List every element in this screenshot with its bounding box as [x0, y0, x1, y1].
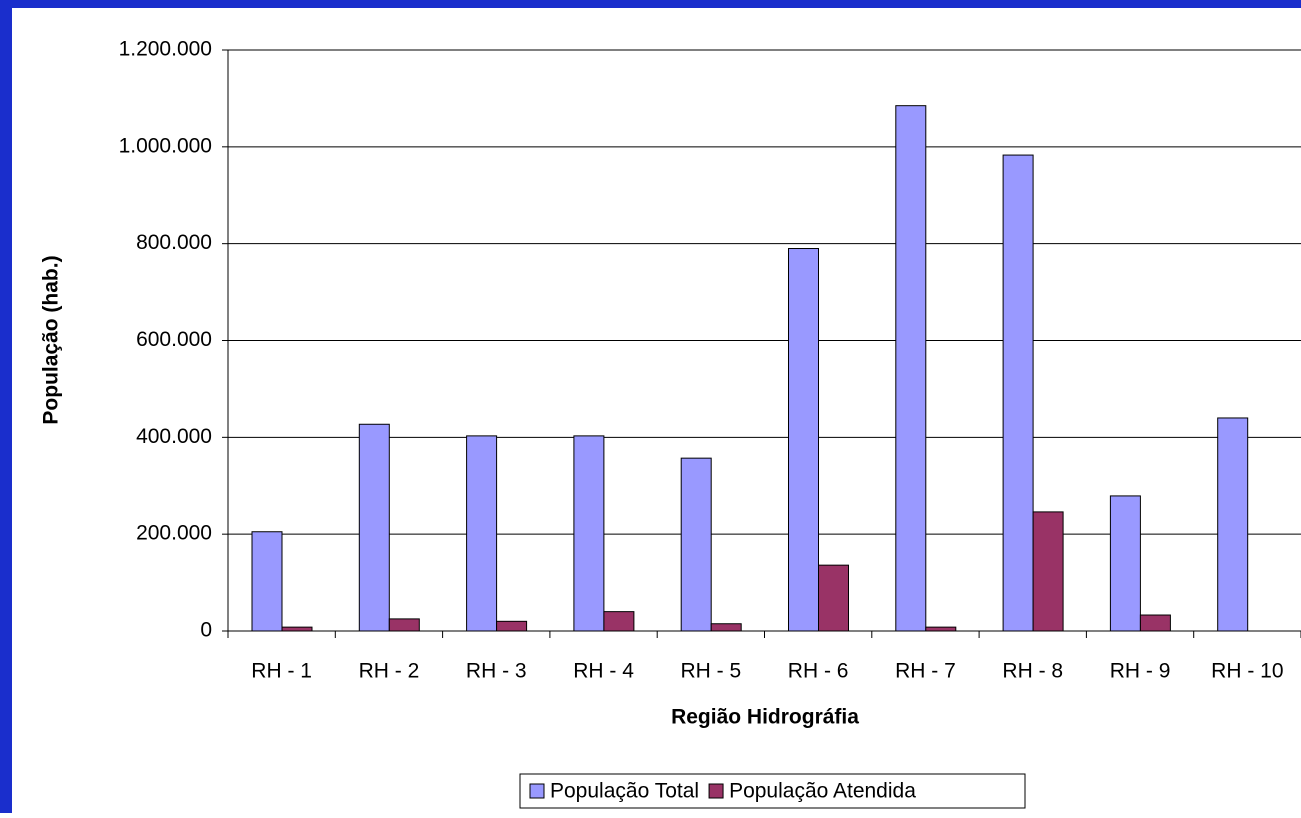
y-tick-label: 1.000.000 [119, 134, 212, 157]
y-tick-label: 200.000 [136, 522, 212, 545]
x-tick-label: RH - 8 [1002, 660, 1063, 683]
y-tick-label: 800.000 [136, 231, 212, 254]
legend-swatch [708, 783, 724, 799]
y-tick-label: 600.000 [136, 328, 212, 351]
legend-box [519, 773, 1026, 809]
bar [281, 626, 313, 632]
bar [680, 457, 712, 632]
legend-swatch [529, 783, 545, 799]
x-tick-label: RH - 2 [359, 660, 420, 683]
x-tick-label: RH - 9 [1110, 660, 1171, 683]
bar [573, 435, 605, 632]
bar [710, 623, 742, 632]
bar [895, 105, 927, 632]
y-tick-label: 0 [200, 619, 212, 642]
bar [1002, 154, 1034, 632]
x-axis-title: Região Hidrográfia [671, 706, 859, 729]
y-tick-label: 400.000 [136, 425, 212, 448]
bar [818, 564, 849, 632]
bar [496, 620, 528, 632]
bar [1032, 511, 1064, 632]
bar [788, 248, 819, 632]
y-tick-label: 1.200.000 [119, 38, 212, 61]
bar [925, 626, 957, 632]
bar [1139, 614, 1171, 632]
bar [1109, 495, 1141, 632]
x-tick-label: RH - 6 [788, 660, 849, 683]
chart-background [12, 8, 1301, 813]
x-tick-label: RH - 4 [573, 660, 634, 683]
x-tick-label: RH - 1 [251, 660, 312, 683]
y-axis-title: População (hab.) [40, 255, 63, 424]
x-tick-label: RH - 5 [681, 660, 742, 683]
bar [1217, 417, 1249, 632]
bar [466, 435, 498, 632]
legend-label: População Atendida [729, 780, 916, 803]
bar [358, 423, 390, 632]
x-tick-label: RH - 3 [466, 660, 527, 683]
bar [251, 531, 283, 632]
legend-label: População Total [550, 780, 699, 803]
bar [388, 618, 420, 632]
x-tick-label: RH - 10 [1211, 660, 1283, 683]
bar [603, 611, 635, 632]
x-tick-label: RH - 7 [895, 660, 956, 683]
